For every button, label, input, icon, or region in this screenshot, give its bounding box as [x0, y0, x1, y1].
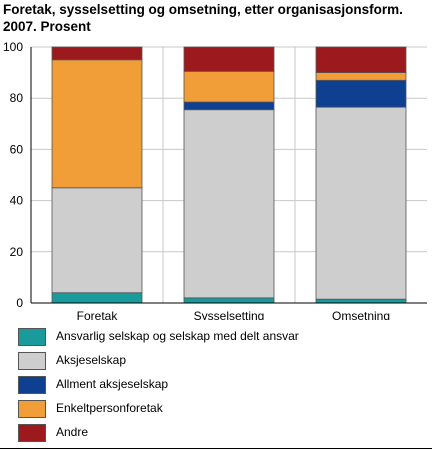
x-tick-label: Foretak [77, 309, 119, 320]
legend-item: Allment aksjeselskap [18, 374, 428, 398]
legend-item: Andre [18, 422, 428, 446]
y-tick-label: 40 [10, 194, 24, 208]
y-tick-label: 80 [10, 91, 24, 105]
legend-swatch [18, 424, 46, 442]
legend-label: Ansvarlig selskap og selskap med delt an… [56, 329, 299, 343]
x-tick-label: Omsetning [332, 309, 390, 320]
legend-item: Enkeltpersonforetak [18, 398, 428, 422]
bar-segment [51, 59, 143, 189]
legend-label: Allment aksjeselskap [56, 377, 169, 391]
bar-segment [183, 46, 275, 72]
bar-segment [315, 106, 407, 300]
legend-label: Andre [56, 425, 89, 439]
bar-segment [51, 46, 143, 61]
legend: Ansvarlig selskap og selskap med delt an… [18, 326, 428, 446]
bar-segment [315, 79, 407, 108]
legend-item: Aksjeselskap [18, 350, 428, 374]
bar-segment [183, 297, 275, 304]
bar-segment [183, 70, 275, 103]
legend-swatch [18, 352, 46, 370]
legend-label: Aksjeselskap [56, 353, 127, 367]
y-tick-label: 60 [10, 142, 24, 156]
bar-segment [51, 187, 143, 294]
chart-title: Foretak, sysselsetting og omsetning, ett… [3, 2, 403, 34]
legend-item: Ansvarlig selskap og selskap med delt an… [18, 326, 428, 350]
bar-segment [315, 298, 407, 304]
bar-segment [183, 109, 275, 299]
bottom-rule [0, 448, 432, 449]
legend-label: Enkeltpersonforetak [56, 401, 163, 415]
x-tick-label: Sysselsetting [194, 309, 265, 320]
bar-segment [315, 72, 407, 81]
bar-segment [315, 46, 407, 74]
bar-segment [51, 292, 143, 304]
bar-segment [183, 101, 275, 111]
chart-plot: 0 20 40 60 80 100 Foretak Sysselsetting Omsetnin… [3, 40, 427, 320]
legend-swatch [18, 328, 46, 346]
y-tick-label: 20 [10, 245, 24, 259]
legend-swatch [18, 400, 46, 418]
legend-swatch [18, 376, 46, 394]
y-tick-label: 0 [16, 296, 23, 310]
y-tick-label: 100 [3, 40, 23, 54]
